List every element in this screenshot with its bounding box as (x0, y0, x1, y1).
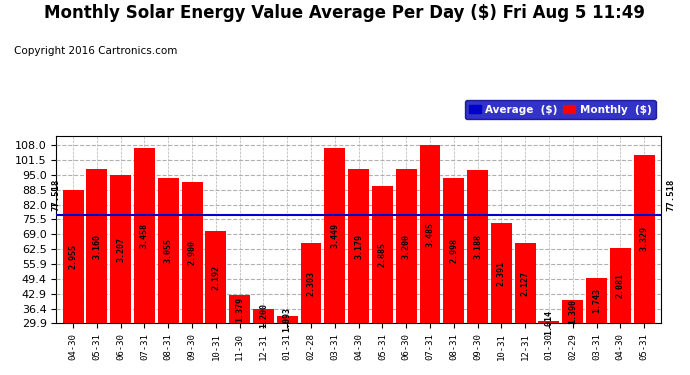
Bar (515, 243, 535, 323)
Text: 3.179: 3.179 (354, 234, 363, 259)
Text: 3.200: 3.200 (402, 234, 411, 259)
Bar (396, 170, 417, 323)
Bar (229, 295, 250, 323)
Text: 2.885: 2.885 (378, 242, 387, 267)
Bar (324, 148, 345, 323)
Text: 2.900: 2.900 (188, 240, 197, 265)
Bar (538, 321, 560, 323)
Bar (443, 178, 464, 323)
Bar (562, 300, 583, 323)
Bar (63, 190, 83, 323)
Text: 3.188: 3.188 (473, 234, 482, 260)
Bar (586, 278, 607, 323)
Bar (633, 154, 655, 323)
Bar (610, 248, 631, 323)
Text: 1.093: 1.093 (283, 308, 292, 332)
Bar (134, 148, 155, 323)
Bar (420, 146, 440, 323)
Text: 1.200: 1.200 (259, 303, 268, 328)
Bar (301, 243, 322, 323)
Bar (158, 178, 179, 323)
Text: 3.449: 3.449 (331, 223, 339, 248)
Text: 1.379: 1.379 (235, 297, 244, 321)
Text: 2.998: 2.998 (449, 238, 458, 264)
Text: 3.329: 3.329 (640, 226, 649, 252)
Text: 1.390: 1.390 (568, 299, 578, 324)
Bar (467, 171, 488, 323)
Bar (372, 186, 393, 323)
Bar (348, 170, 369, 323)
Text: 3.458: 3.458 (140, 223, 149, 248)
Text: 2.192: 2.192 (211, 265, 220, 290)
Text: Copyright 2016 Cartronics.com: Copyright 2016 Cartronics.com (14, 46, 177, 56)
Bar (110, 175, 131, 323)
Bar (491, 223, 512, 323)
Text: 77.518: 77.518 (52, 179, 61, 212)
Text: Monthly Solar Energy Value Average Per Day ($) Fri Aug 5 11:49: Monthly Solar Energy Value Average Per D… (44, 4, 646, 22)
Bar (206, 231, 226, 323)
Text: 3.207: 3.207 (116, 237, 125, 262)
Text: 3.055: 3.055 (164, 238, 172, 264)
Text: 1.014: 1.014 (544, 310, 553, 334)
Text: 2.081: 2.081 (615, 273, 624, 298)
Bar (181, 182, 203, 323)
Text: 2.127: 2.127 (521, 271, 530, 296)
Text: 2.391: 2.391 (497, 261, 506, 286)
Legend: Average  ($), Monthly  ($): Average ($), Monthly ($) (464, 100, 656, 119)
Text: 3.160: 3.160 (92, 234, 101, 259)
Bar (253, 309, 274, 323)
Text: 77.518: 77.518 (667, 179, 676, 212)
Bar (86, 170, 108, 323)
Text: 1.743: 1.743 (592, 288, 601, 313)
Bar (277, 316, 297, 323)
Text: 2.303: 2.303 (306, 271, 315, 296)
Text: 2.955: 2.955 (68, 244, 78, 269)
Text: 3.485: 3.485 (426, 222, 435, 247)
